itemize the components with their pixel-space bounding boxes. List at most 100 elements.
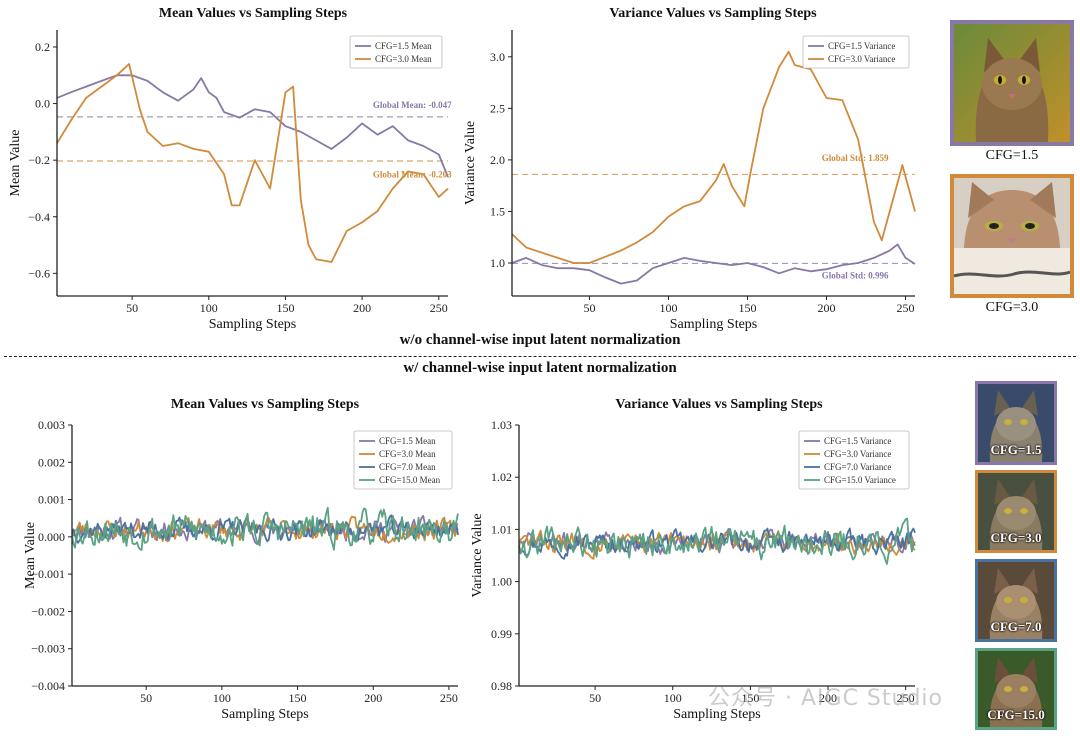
x-tick-label: 150 <box>741 691 759 705</box>
x-tick-label: 50 <box>140 691 152 705</box>
y-tick-label: −0.004 <box>31 679 65 693</box>
y-tick-label: −0.6 <box>28 266 50 280</box>
cat-thumbnail-cfg-7-0-bottom: CFG=7.0 <box>975 559 1057 642</box>
x-axis-label: Sampling Steps <box>673 707 761 722</box>
y-tick-label: 0.001 <box>38 493 65 507</box>
series-line-2 <box>511 50 916 264</box>
series-line-1 <box>511 243 916 285</box>
x-tick-label: 250 <box>440 691 458 705</box>
legend-label: CFG=3.0 Mean <box>379 449 436 459</box>
x-tick-label: 50 <box>589 691 601 705</box>
y-axis-label: Mean Value <box>23 522 38 589</box>
legend-label: CFG=3.0 Mean <box>375 54 432 64</box>
x-axis-label: Sampling Steps <box>209 317 297 332</box>
x-tick-label: 200 <box>364 691 382 705</box>
chart-title: Mean Values vs Sampling Steps <box>171 397 360 412</box>
y-tick-label: −0.4 <box>28 210 50 224</box>
x-tick-label: 250 <box>897 301 915 315</box>
legend-label: CFG=1.5 Variance <box>824 436 891 446</box>
chart-title: Mean Values vs Sampling Steps <box>159 6 348 21</box>
cat-thumbnail-cfg-1-5-bottom: CFG=1.5 <box>975 381 1057 465</box>
section-divider <box>4 356 1076 357</box>
thumbnail-caption: CFG=1.5 <box>990 442 1042 457</box>
legend-box <box>798 430 910 490</box>
y-axis-label: Variance Value <box>463 121 478 205</box>
thumbnail-caption: CFG=15.0 <box>987 707 1045 722</box>
y-tick-label: 0.98 <box>491 679 512 693</box>
series-line-4 <box>518 517 916 565</box>
x-tick-label: 100 <box>200 301 218 315</box>
y-tick-label: 3.0 <box>490 50 505 64</box>
cat-thumbnail-cfg-1-5-top <box>950 20 1074 146</box>
y-tick-label: 2.0 <box>490 153 505 167</box>
series-line-1 <box>56 74 449 178</box>
cat-image <box>978 562 1054 639</box>
y-axis-label: Mean Value <box>8 130 23 197</box>
cat-image <box>954 178 1070 294</box>
y-tick-label: −0.003 <box>31 642 65 656</box>
reference-label: Global Std: 0.996 <box>822 270 889 280</box>
y-tick-label: 1.5 <box>490 204 505 218</box>
thumbnail-caption: CFG=3.0 <box>990 530 1042 545</box>
series-line-3 <box>71 514 459 544</box>
legend-label: CFG=1.5 Variance <box>828 41 895 51</box>
x-tick-label: 250 <box>897 691 915 705</box>
cat-thumbnail-cfg-3-0-bottom: CFG=3.0 <box>975 470 1057 553</box>
chart-top-var: Variance Values vs Sampling Steps Global … <box>463 6 916 332</box>
legend-label: CFG=7.0 Variance <box>824 462 891 472</box>
legend-label: CFG=3.0 Variance <box>824 449 891 459</box>
chart-title: Variance Values vs Sampling Steps <box>615 397 823 412</box>
legend-box <box>353 430 453 490</box>
reference-label: Global Mean: -0.203 <box>373 170 452 180</box>
x-tick-label: 50 <box>583 301 595 315</box>
legend-box <box>802 35 910 69</box>
legend-label: CFG=15.0 Variance <box>824 475 896 485</box>
cat-thumbnail-cfg-3-0-top <box>950 174 1074 298</box>
x-tick-label: 50 <box>126 301 138 315</box>
y-tick-label: 0.000 <box>38 530 65 544</box>
reference-label: Global Mean: -0.047 <box>373 100 452 110</box>
chart-bottom-var: Variance Values vs Sampling Steps 50 100 15… <box>470 397 916 722</box>
legend-label: CFG=7.0 Mean <box>379 462 436 472</box>
watermark: 公众号 · AIGC Studio <box>708 686 943 711</box>
x-tick-label: 200 <box>817 301 835 315</box>
y-tick-label: 1.01 <box>491 522 512 536</box>
series-line-2 <box>71 515 459 544</box>
cat-thumbnail-cfg-15-0-bottom: CFG=15.0 <box>975 648 1057 730</box>
legend-label: CFG=1.5 Mean <box>379 436 436 446</box>
y-axis-label: Variance Value <box>470 513 485 597</box>
chart-top-mean: Mean Values vs Sampling Steps Global Mean… <box>8 6 452 332</box>
y-tick-label: −0.002 <box>31 604 65 618</box>
x-tick-label: 200 <box>353 301 371 315</box>
x-tick-label: 150 <box>276 301 294 315</box>
cat-image <box>954 24 1070 142</box>
thumbnail-caption: CFG=1.5 <box>985 148 1039 163</box>
y-tick-label: 0.002 <box>38 455 65 469</box>
cat-image <box>978 651 1054 727</box>
y-tick-label: −0.2 <box>28 153 50 167</box>
x-axis-label: Sampling Steps <box>670 317 758 332</box>
cat-image <box>978 473 1054 550</box>
cat-image <box>978 384 1054 462</box>
x-tick-label: 100 <box>659 301 677 315</box>
y-tick-label: 0.0 <box>35 97 50 111</box>
y-tick-label: 1.0 <box>490 256 505 270</box>
x-tick-label: 100 <box>213 691 231 705</box>
y-tick-label: 0.2 <box>35 40 50 54</box>
x-axis-label: Sampling Steps <box>221 707 309 722</box>
x-tick-label: 150 <box>289 691 307 705</box>
y-tick-label: 1.03 <box>491 418 512 432</box>
chart-bottom-mean: Mean Values vs Sampling Steps 50 100 150 200… <box>23 397 459 722</box>
y-tick-label: 0.003 <box>38 418 65 432</box>
thumbnail-caption: CFG=3.0 <box>985 300 1039 315</box>
x-tick-label: 100 <box>664 691 682 705</box>
y-tick-label: 1.00 <box>491 575 512 589</box>
y-tick-label: 1.02 <box>491 470 512 484</box>
legend-box <box>349 35 443 69</box>
series-line-4 <box>71 506 459 551</box>
y-tick-label: 0.99 <box>491 627 512 641</box>
thumbnail-caption: CFG=7.0 <box>990 619 1042 634</box>
chart-title: Variance Values vs Sampling Steps <box>609 6 817 21</box>
x-tick-label: 250 <box>430 301 448 315</box>
